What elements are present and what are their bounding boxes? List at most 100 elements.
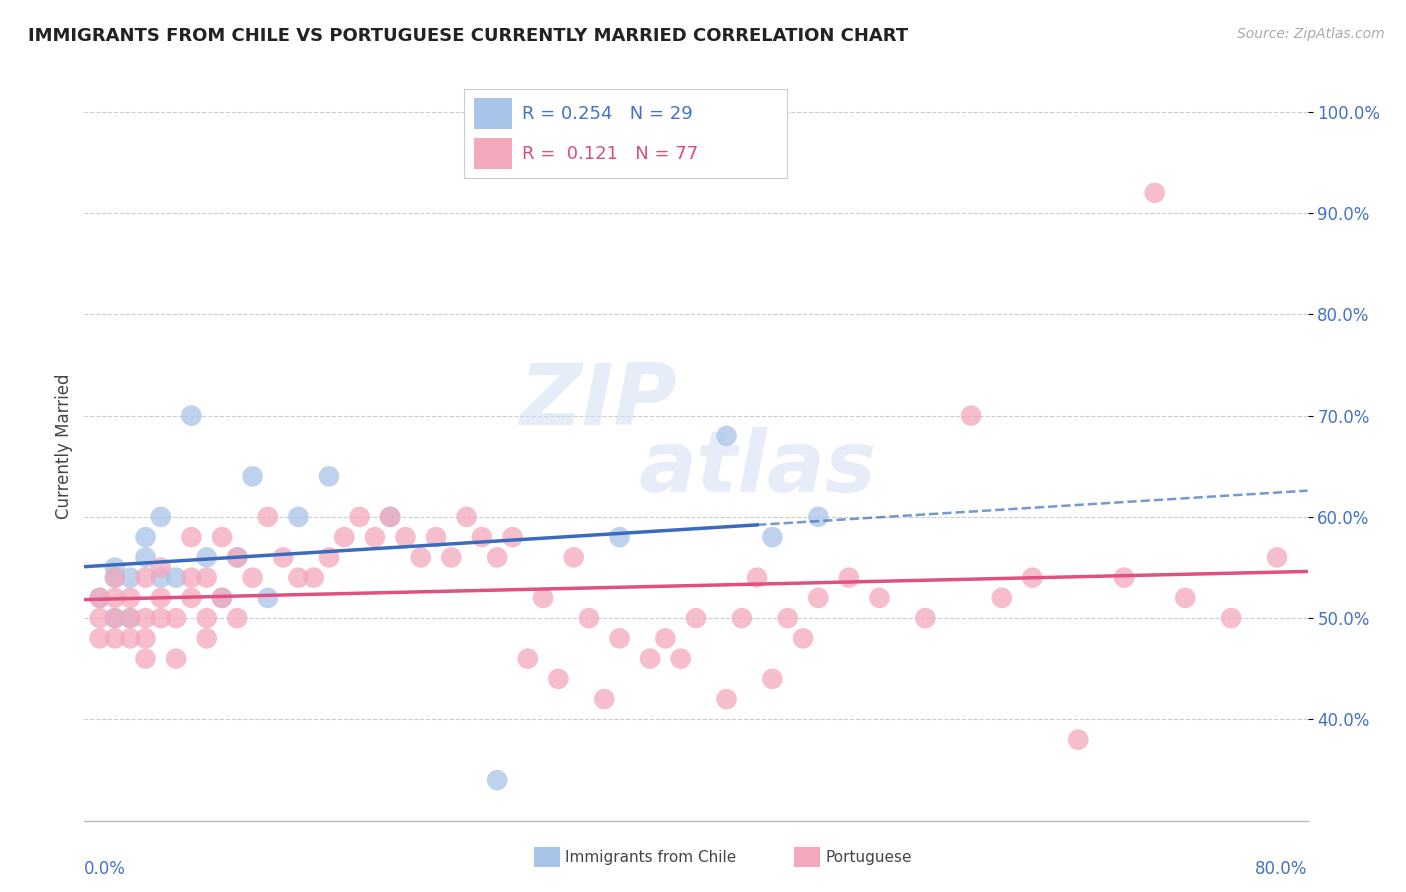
Point: [242, 571, 264, 585]
Point: [1114, 571, 1136, 585]
Point: [135, 550, 157, 565]
Point: [104, 611, 127, 625]
Point: [180, 409, 202, 423]
Point: [747, 571, 769, 585]
Point: [609, 530, 631, 544]
Point: [638, 651, 661, 665]
Point: [226, 611, 249, 625]
Point: [394, 530, 416, 544]
Point: [257, 509, 280, 524]
Point: [1143, 186, 1166, 200]
Point: [104, 571, 127, 585]
Point: [180, 530, 202, 544]
Point: [89, 632, 111, 646]
Point: [380, 509, 402, 524]
Point: [120, 611, 142, 625]
Point: [211, 591, 233, 605]
Point: [364, 530, 387, 544]
Point: [807, 509, 830, 524]
Point: [914, 611, 936, 625]
Text: atlas: atlas: [638, 427, 876, 510]
Point: [471, 530, 494, 544]
Point: [195, 632, 218, 646]
Point: [120, 591, 142, 605]
Point: [135, 632, 157, 646]
Point: [104, 560, 127, 574]
Text: IMMIGRANTS FROM CHILE VS PORTUGUESE CURRENTLY MARRIED CORRELATION CHART: IMMIGRANTS FROM CHILE VS PORTUGUESE CURR…: [28, 27, 908, 45]
Point: [669, 651, 692, 665]
Point: [609, 632, 631, 646]
Text: Source: ZipAtlas.com: Source: ZipAtlas.com: [1237, 27, 1385, 41]
Text: 80.0%: 80.0%: [1256, 860, 1308, 878]
Point: [226, 550, 249, 565]
Point: [1265, 550, 1288, 565]
Point: [149, 611, 172, 625]
Point: [869, 591, 891, 605]
Point: [149, 509, 172, 524]
Point: [226, 550, 249, 565]
Text: 0.0%: 0.0%: [84, 860, 127, 878]
Point: [242, 469, 264, 483]
Point: [761, 672, 783, 686]
Point: [502, 530, 524, 544]
Point: [120, 571, 142, 585]
Point: [120, 611, 142, 625]
Text: R =  0.121   N = 77: R = 0.121 N = 77: [522, 145, 699, 163]
Point: [731, 611, 754, 625]
Point: [180, 591, 202, 605]
Text: R = 0.254   N = 29: R = 0.254 N = 29: [522, 104, 693, 123]
Point: [271, 550, 294, 565]
Point: [287, 571, 309, 585]
Point: [807, 591, 830, 605]
Point: [211, 591, 233, 605]
Point: [380, 509, 402, 524]
Point: [1067, 732, 1090, 747]
Point: [104, 571, 127, 585]
FancyBboxPatch shape: [474, 98, 513, 129]
Point: [486, 773, 509, 788]
Point: [165, 611, 187, 625]
Point: [486, 550, 509, 565]
Text: Portuguese: Portuguese: [825, 850, 912, 864]
Point: [516, 651, 538, 665]
Point: [89, 611, 111, 625]
Point: [409, 550, 432, 565]
Point: [211, 530, 233, 544]
Point: [287, 509, 309, 524]
Point: [654, 632, 676, 646]
Point: [960, 409, 983, 423]
Text: Immigrants from Chile: Immigrants from Chile: [565, 850, 737, 864]
Point: [149, 571, 172, 585]
Point: [302, 571, 325, 585]
Point: [104, 632, 127, 646]
Point: [333, 530, 356, 544]
Point: [165, 571, 187, 585]
FancyBboxPatch shape: [474, 138, 513, 169]
Point: [165, 651, 187, 665]
Text: ZIP: ZIP: [519, 359, 676, 442]
Point: [1174, 591, 1197, 605]
Point: [149, 591, 172, 605]
Point: [456, 509, 478, 524]
Point: [776, 611, 799, 625]
Point: [440, 550, 463, 565]
Point: [318, 550, 340, 565]
Point: [761, 530, 783, 544]
Point: [716, 429, 738, 443]
Point: [685, 611, 707, 625]
Point: [547, 672, 569, 686]
Point: [562, 550, 585, 565]
Point: [135, 611, 157, 625]
Point: [425, 530, 447, 544]
Point: [180, 571, 202, 585]
Point: [120, 632, 142, 646]
Point: [578, 611, 600, 625]
Point: [593, 692, 616, 706]
Point: [89, 591, 111, 605]
Point: [195, 611, 218, 625]
Point: [1021, 571, 1043, 585]
Point: [195, 571, 218, 585]
Point: [135, 530, 157, 544]
Point: [716, 692, 738, 706]
Point: [1220, 611, 1243, 625]
